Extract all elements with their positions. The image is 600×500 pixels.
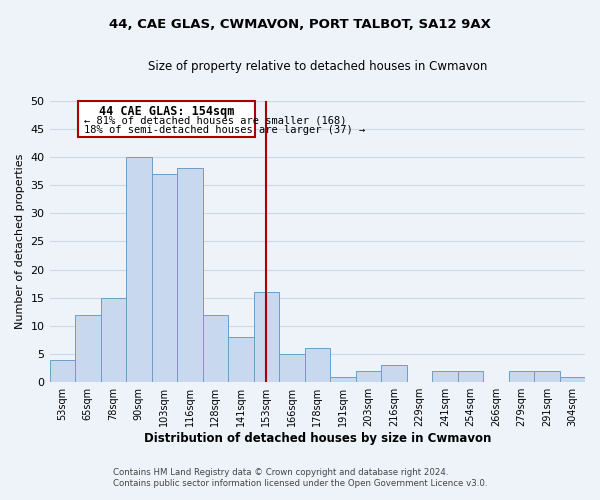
Bar — [279, 354, 305, 382]
Bar — [254, 292, 279, 382]
Text: 44 CAE GLAS: 154sqm: 44 CAE GLAS: 154sqm — [98, 105, 234, 118]
Bar — [152, 174, 177, 382]
Bar — [356, 371, 381, 382]
Bar — [228, 337, 254, 382]
Bar — [330, 376, 356, 382]
Bar — [203, 314, 228, 382]
Bar — [101, 298, 126, 382]
Bar — [177, 168, 203, 382]
Y-axis label: Number of detached properties: Number of detached properties — [15, 154, 25, 329]
Bar — [432, 371, 458, 382]
Text: ← 81% of detached houses are smaller (168): ← 81% of detached houses are smaller (16… — [84, 115, 346, 125]
X-axis label: Distribution of detached houses by size in Cwmavon: Distribution of detached houses by size … — [143, 432, 491, 445]
Bar — [381, 366, 407, 382]
Text: 18% of semi-detached houses are larger (37) →: 18% of semi-detached houses are larger (… — [84, 126, 365, 136]
Bar — [50, 360, 75, 382]
Bar — [77, 100, 255, 137]
Bar — [126, 157, 152, 382]
Bar — [458, 371, 483, 382]
Bar — [560, 376, 585, 382]
Text: Contains HM Land Registry data © Crown copyright and database right 2024.
Contai: Contains HM Land Registry data © Crown c… — [113, 468, 487, 487]
Bar — [509, 371, 534, 382]
Bar — [305, 348, 330, 382]
Bar — [534, 371, 560, 382]
Bar — [75, 314, 101, 382]
Title: Size of property relative to detached houses in Cwmavon: Size of property relative to detached ho… — [148, 60, 487, 73]
Text: 44, CAE GLAS, CWMAVON, PORT TALBOT, SA12 9AX: 44, CAE GLAS, CWMAVON, PORT TALBOT, SA12… — [109, 18, 491, 30]
